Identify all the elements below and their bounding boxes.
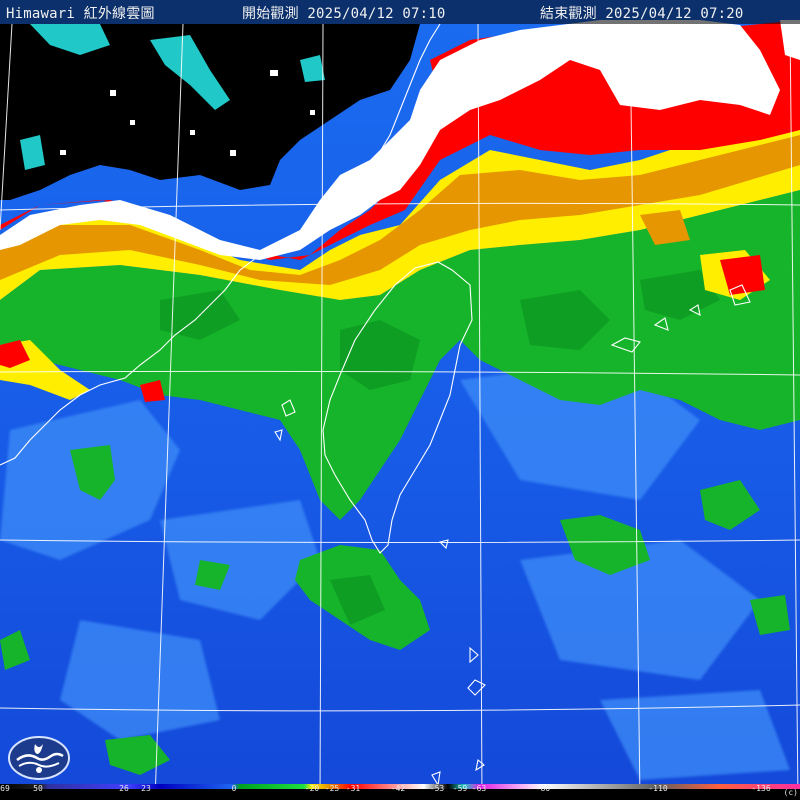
white-speckles: [60, 70, 315, 156]
philippine-islands: [431, 646, 486, 787]
penghu-islands: [274, 399, 296, 442]
scale-tick: -42: [390, 784, 406, 793]
scale-tick: 26: [119, 784, 129, 793]
lat-lon-grid: [0, 23, 800, 800]
scale-tick: -31: [345, 784, 361, 793]
image-title: Himawari 紅外線雲圖: [6, 6, 155, 22]
ryukyu-islands: [610, 284, 751, 353]
small-island: [438, 539, 449, 550]
temperature-tick-labels: 69 50 26 23 0 -20 -25 -31 -42 -53 -59 -6…: [0, 784, 800, 795]
china-coastline: [0, 23, 441, 466]
scale-tick: 23: [141, 784, 151, 793]
scale-tick: -53: [429, 784, 445, 793]
scale-tick: -63: [471, 784, 487, 793]
scale-tick: 69: [0, 784, 10, 793]
temperature-color-strip: [0, 784, 800, 789]
taiwan-coastline: [322, 261, 473, 554]
scale-tick: -80: [535, 784, 551, 793]
cyan-cloud-spots: [20, 24, 325, 170]
observation-end-time: 結束觀測 2025/04/12 07:20: [540, 6, 744, 22]
observation-start-time: 開始觀測 2025/04/12 07:10: [242, 6, 446, 22]
dark-green-cells: [160, 270, 720, 625]
scale-tick: 50: [33, 784, 43, 793]
scale-tick: -136: [751, 784, 771, 793]
orange-cloud-band: [0, 135, 800, 285]
temperature-scale: 69 50 26 23 0 -20 -25 -31 -42 -53 -59 -6…: [0, 784, 800, 800]
cwa-logo-icon: [8, 736, 70, 780]
scale-tick: 0: [231, 784, 237, 793]
coastlines: [0, 23, 751, 787]
scale-tick: -20: [304, 784, 320, 793]
header-bar: Himawari 紅外線雲圖 開始觀測 2025/04/12 07:10 結束觀…: [0, 0, 800, 24]
scale-tick: -110: [648, 784, 668, 793]
copyright-mark: (c): [783, 788, 798, 797]
scale-tick: -59: [452, 784, 468, 793]
red-cloud-band: [0, 20, 800, 402]
scale-tick: -25: [324, 784, 340, 793]
